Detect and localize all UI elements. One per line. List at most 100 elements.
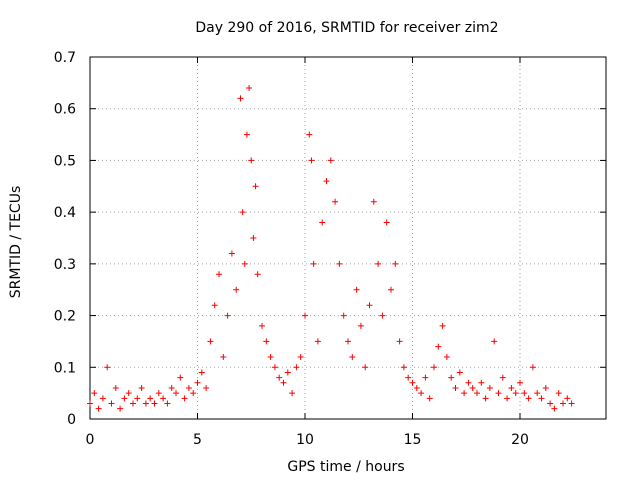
data-point <box>259 322 265 329</box>
data-point <box>400 364 407 371</box>
data-point <box>370 198 377 205</box>
data-point <box>564 395 571 402</box>
data-point <box>388 286 394 293</box>
data-point <box>439 322 446 329</box>
x-tick-labels: 0 5 10 15 20 <box>86 432 529 448</box>
data-point <box>422 374 429 381</box>
y-tick-label: 0.5 <box>54 153 76 169</box>
data-point <box>396 338 403 345</box>
data-point <box>474 390 480 397</box>
data-point <box>237 95 244 102</box>
data-point <box>280 379 287 386</box>
data-point <box>478 379 485 386</box>
data-point <box>306 131 313 138</box>
data-point <box>95 405 102 412</box>
data-point <box>233 286 240 293</box>
data-point <box>345 338 351 345</box>
data-point <box>534 390 541 397</box>
x-tick-label: 5 <box>193 432 202 448</box>
data-point <box>104 364 111 371</box>
data-point <box>310 260 317 267</box>
data-point <box>151 400 158 407</box>
data-point <box>486 384 493 391</box>
data-point <box>138 384 145 391</box>
data-point <box>495 390 502 397</box>
data-point <box>443 353 450 360</box>
data-point <box>220 353 227 360</box>
data-point <box>512 390 519 397</box>
data-point <box>508 384 515 391</box>
data-point <box>379 312 386 319</box>
x-tick-label: 15 <box>404 432 422 448</box>
data-point <box>435 343 442 350</box>
data-point <box>125 390 132 397</box>
grid <box>90 57 606 419</box>
data-point <box>252 183 259 190</box>
data-point <box>297 353 304 360</box>
data-point <box>194 379 201 386</box>
x-tick-label: 0 <box>86 432 95 448</box>
plot-frame <box>89 56 607 420</box>
data-point <box>319 219 326 226</box>
data-point <box>418 390 425 397</box>
data-point <box>448 374 455 381</box>
data-point <box>250 235 257 241</box>
data-point <box>349 353 356 360</box>
data-point <box>99 395 106 402</box>
data-point <box>211 302 218 309</box>
data-point <box>568 400 575 407</box>
data-point <box>340 312 347 319</box>
y-tick-label: 0.1 <box>54 360 76 376</box>
data-point <box>327 157 334 164</box>
y-axis-label: SRMTID / TECUs <box>8 186 24 299</box>
data-point <box>108 400 115 407</box>
data-point <box>431 364 437 371</box>
data-point <box>134 395 141 402</box>
y-tick-label: 0.7 <box>54 50 76 66</box>
data-point <box>426 395 433 402</box>
data-point <box>91 390 98 397</box>
data-point <box>198 369 205 376</box>
y-tick-label: 0.4 <box>54 205 76 221</box>
data-point <box>529 364 536 371</box>
data-point <box>190 390 197 397</box>
data-point <box>177 374 184 381</box>
axis-ticks <box>89 56 606 420</box>
data-point <box>413 384 420 391</box>
data-point <box>560 400 566 407</box>
x-axis-label: GPS time / hours <box>287 459 404 475</box>
data-point <box>314 338 321 345</box>
data-point <box>538 395 545 402</box>
data-point <box>452 384 459 391</box>
chart-title: Day 290 of 2016, SRMTID for receiver zim… <box>195 20 498 36</box>
data-point <box>482 395 489 402</box>
data-points <box>87 85 575 412</box>
data-point <box>499 374 506 381</box>
data-point <box>465 379 472 386</box>
data-point <box>469 384 476 391</box>
data-point <box>147 395 154 402</box>
data-point <box>112 384 119 391</box>
data-point <box>323 178 330 185</box>
data-point <box>271 364 278 371</box>
data-point <box>181 395 188 402</box>
data-point <box>87 400 93 407</box>
data-point <box>383 219 390 226</box>
data-point <box>142 400 149 407</box>
data-point <box>517 379 523 386</box>
data-point <box>246 85 253 92</box>
data-point <box>336 260 343 267</box>
data-point <box>216 271 222 278</box>
y-tick-label: 0 <box>67 412 76 428</box>
data-point <box>263 338 270 345</box>
data-point <box>243 131 250 138</box>
data-point <box>284 369 291 376</box>
data-point <box>551 405 558 412</box>
data-point <box>267 353 274 360</box>
data-point <box>332 198 339 205</box>
data-point <box>254 271 261 278</box>
data-point <box>168 384 175 391</box>
data-point <box>276 374 283 381</box>
data-point <box>164 400 171 407</box>
